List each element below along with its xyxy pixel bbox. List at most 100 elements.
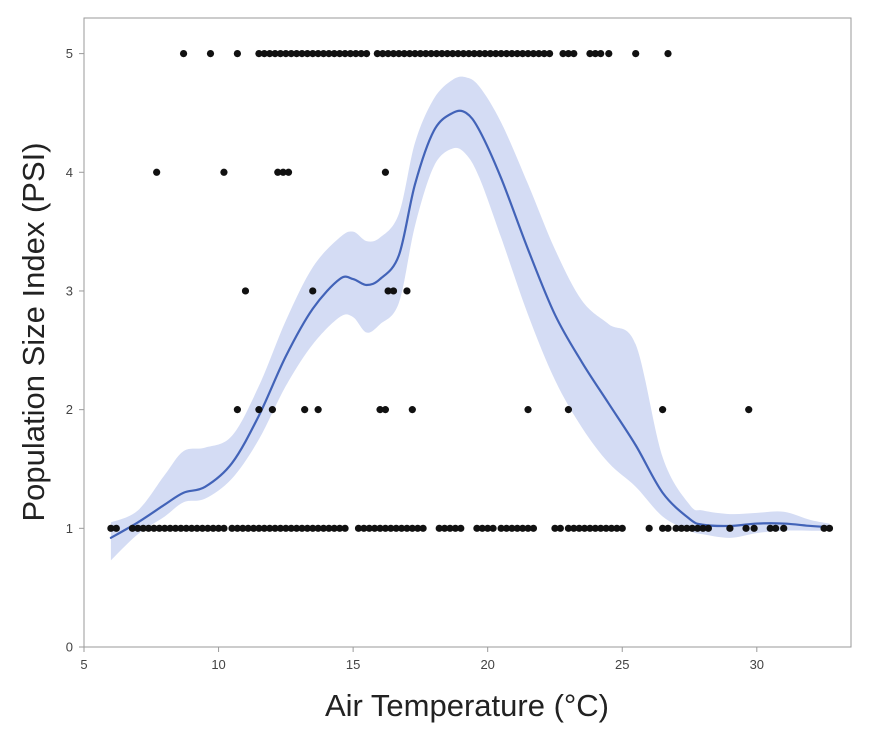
data-point	[134, 524, 142, 532]
y-tick-label: 4	[66, 165, 73, 180]
data-point	[341, 50, 349, 58]
data-point	[677, 524, 686, 532]
data-point	[276, 524, 285, 532]
data-point	[519, 524, 527, 532]
data-point	[602, 524, 610, 532]
data-point	[497, 524, 505, 532]
data-point	[580, 524, 589, 532]
data-point	[513, 50, 521, 58]
data-point	[266, 50, 274, 58]
data-point	[182, 524, 190, 532]
data-point	[325, 524, 333, 532]
data-point	[128, 524, 137, 532]
data-point	[564, 406, 573, 414]
data-point	[570, 50, 578, 58]
data-point	[389, 50, 398, 58]
data-point	[139, 524, 147, 532]
data-point	[766, 524, 774, 532]
data-point	[416, 50, 425, 58]
data-point	[704, 524, 712, 532]
data-point	[683, 524, 691, 532]
data-point	[376, 406, 384, 414]
data-point	[486, 50, 494, 58]
data-point	[282, 50, 290, 58]
data-point	[457, 524, 465, 532]
data-point	[314, 524, 322, 532]
data-point	[497, 50, 505, 58]
data-point	[354, 524, 363, 532]
data-point	[524, 406, 532, 414]
data-point	[395, 50, 403, 58]
data-point	[271, 50, 279, 58]
data-point	[591, 524, 599, 532]
data-point	[597, 50, 605, 58]
data-point	[513, 524, 521, 532]
data-point	[179, 50, 188, 58]
data-point	[694, 524, 702, 532]
data-point	[645, 524, 653, 532]
data-point	[672, 524, 680, 532]
data-point	[298, 50, 306, 58]
data-point	[314, 406, 322, 414]
data-point	[397, 524, 406, 532]
data-point	[508, 50, 516, 58]
data-point	[330, 524, 338, 532]
data-point	[570, 524, 578, 532]
data-point	[314, 50, 322, 58]
data-point	[422, 50, 430, 58]
data-point	[220, 524, 228, 532]
data-point	[153, 168, 161, 176]
data-point	[309, 50, 317, 58]
data-point	[346, 50, 355, 58]
data-point	[478, 524, 486, 532]
data-point	[376, 524, 384, 532]
data-point	[524, 50, 532, 58]
data-point	[664, 524, 672, 532]
data-point	[586, 524, 594, 532]
data-point	[357, 50, 365, 58]
data-point	[750, 524, 758, 532]
data-point	[591, 50, 599, 58]
data-point	[360, 524, 368, 532]
data-point	[545, 50, 554, 58]
data-point	[476, 50, 484, 58]
data-point	[519, 50, 527, 58]
scatter-points-layer	[107, 50, 834, 532]
data-point	[161, 524, 169, 532]
data-point	[228, 524, 236, 532]
x-tick-label: 20	[480, 657, 494, 672]
data-point	[414, 524, 422, 532]
data-point	[688, 524, 696, 532]
data-point	[613, 524, 621, 532]
data-point	[198, 524, 207, 532]
data-point	[244, 524, 252, 532]
data-point	[301, 406, 309, 414]
data-point	[726, 524, 734, 532]
data-point	[451, 524, 459, 532]
data-point	[403, 524, 411, 532]
x-tick-label: 25	[615, 657, 629, 672]
data-point	[373, 50, 381, 58]
data-point	[564, 524, 573, 532]
data-point	[381, 406, 390, 414]
data-point	[330, 50, 338, 58]
data-point	[551, 524, 559, 532]
data-point	[233, 524, 241, 532]
data-point	[293, 50, 301, 58]
data-point	[282, 524, 290, 532]
data-point	[371, 524, 379, 532]
data-point	[255, 524, 263, 532]
data-point	[435, 524, 443, 532]
data-point	[239, 524, 247, 532]
data-point	[214, 524, 223, 532]
data-point	[524, 524, 532, 532]
data-point	[489, 524, 497, 532]
data-point	[352, 50, 360, 58]
data-point	[107, 524, 115, 532]
data-point	[772, 524, 780, 532]
data-point	[260, 50, 268, 58]
data-point	[387, 524, 395, 532]
data-point	[411, 50, 419, 58]
